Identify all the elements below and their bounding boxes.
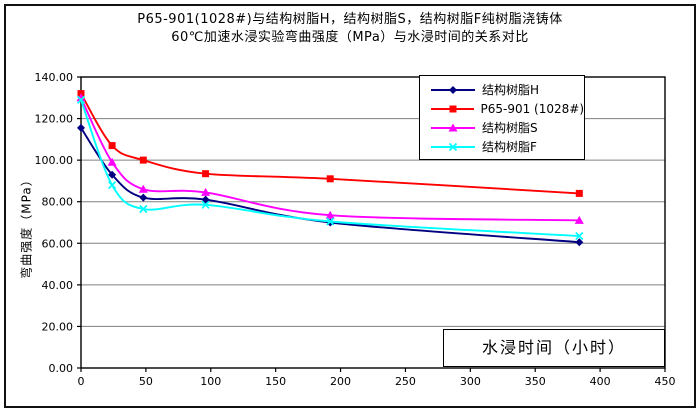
legend-label: 结构树脂F [482,140,537,154]
y-ticks [77,76,81,369]
legend-marker-x-icon [431,142,475,151]
svg-text:0.00: 0.00 [49,362,74,375]
y-axis-title: 弯曲强度（MPa） [19,173,34,279]
legend-item: 结构树脂S [430,118,584,137]
svg-text:0: 0 [78,375,85,388]
legend-marker-square-icon [431,105,475,112]
series-triangle [76,93,584,224]
legend-item: P65-901 (1028#) [430,99,584,118]
svg-text:20.00: 20.00 [42,320,74,333]
svg-text:100: 100 [200,375,221,388]
svg-text:80.00: 80.00 [42,196,74,209]
svg-text:450: 450 [655,375,676,388]
svg-text:120.00: 120.00 [35,113,74,126]
legend-label: 结构树脂S [482,121,538,135]
legend-marker-triangle-icon [431,123,475,131]
svg-text:40.00: 40.00 [42,279,74,292]
svg-text:60.00: 60.00 [42,237,74,250]
chart-title-line1: P65-901(1028#)与结构树脂H，结构树脂S，结构树脂F纯树脂浇铸体 [137,12,563,27]
svg-text:250: 250 [395,375,416,388]
svg-text:300: 300 [460,375,481,388]
series-x [76,95,584,241]
x-tick-labels: 0 50 100 150 200 250 300 350 400 450 [78,375,676,388]
x-ticks [80,368,666,372]
plot-border [80,76,666,369]
svg-text:400: 400 [590,375,611,388]
legend-item: 结构树脂H [430,80,584,99]
legend-label: P65-901 (1028#) [480,101,584,116]
svg-text:350: 350 [525,375,546,388]
legend: 结构树脂H P65-901 (1028#) 结构树脂S 结构树脂F [419,75,585,160]
x-axis-label: 水浸时间（小时） [443,329,665,367]
legend-marker-diamond-icon [431,85,475,94]
svg-text:100.00: 100.00 [35,154,74,167]
svg-text:200: 200 [330,375,351,388]
y-tick-labels: 0.00 20.00 40.00 60.00 80.00 100.00 120.00 140.… [35,71,74,375]
svg-text:50: 50 [139,375,153,388]
chart-title: P65-901(1028#)与结构树脂H，结构树脂S，结构树脂F纯树脂浇铸体 6… [0,11,700,47]
svg-text:140.00: 140.00 [35,71,74,84]
legend-label: 结构树脂H [482,83,540,97]
legend-item: 结构树脂F [430,137,584,156]
chart-title-line2: 60℃加速水浸实验弯曲强度（MPa）与水浸时间的关系对比 [171,30,529,45]
svg-text:150: 150 [265,375,286,388]
